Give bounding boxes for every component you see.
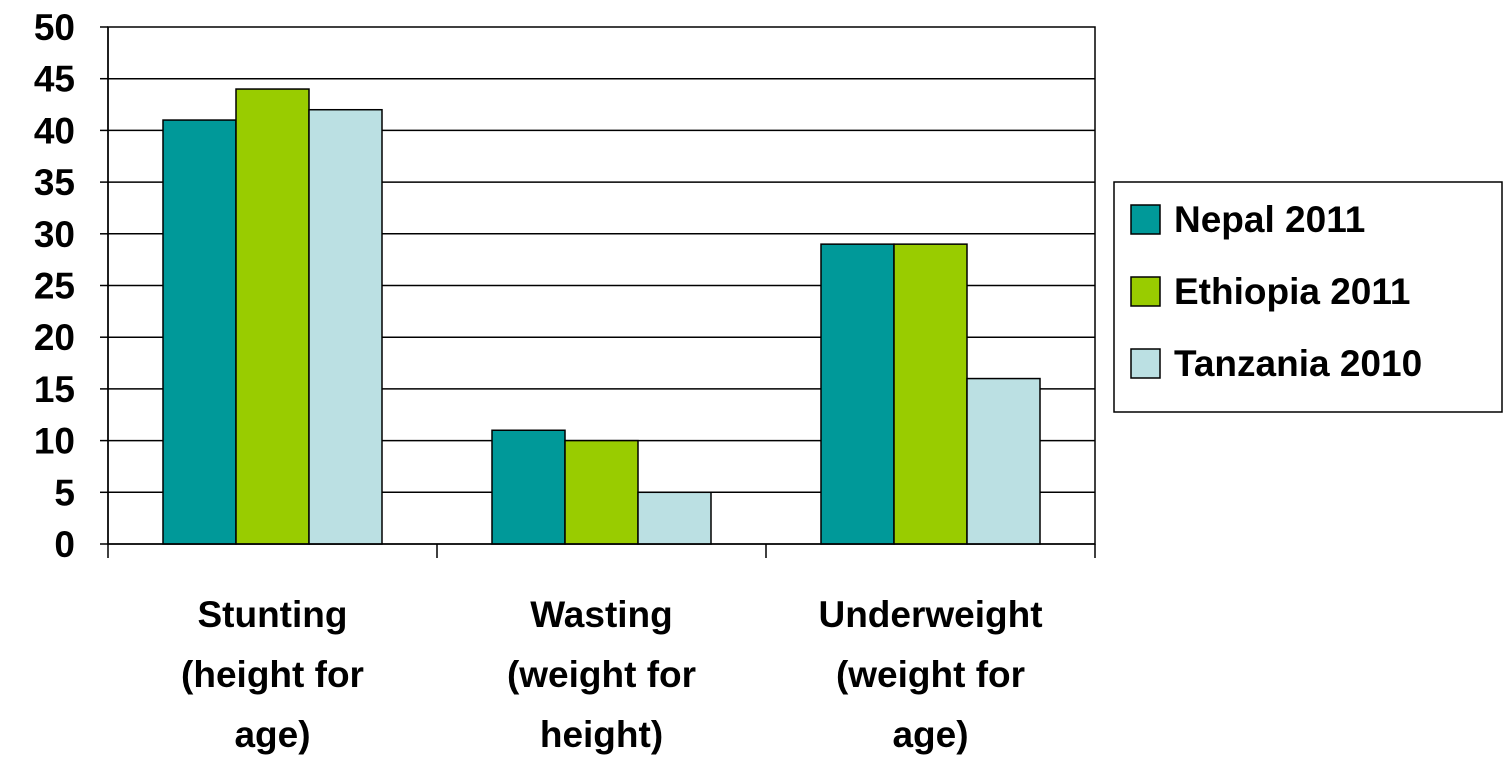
y-tick-label: 50 [34,7,75,48]
x-category-label: Stunting [197,594,347,635]
bar-tanzania-2010 [637,491,712,545]
x-category-label: age) [234,714,310,755]
bar-ethiopia-2011 [564,439,639,545]
legend: Nepal 2011 Ethiopia 2011 Tanzania 2010 [1113,181,1503,413]
y-tick-label: 30 [34,214,75,255]
bar-nepal-2011 [162,119,237,545]
axes [100,26,1096,558]
legend-swatch [1130,204,1161,235]
y-tick-label: 20 [34,317,75,358]
y-tick-label: 5 [54,472,75,513]
legend-swatch [1130,276,1161,307]
x-category-label: (weight for [836,654,1025,695]
x-category-label: Underweight [818,594,1042,635]
x-category-label: height) [540,714,663,755]
y-tick-label: 10 [34,421,75,462]
bars [162,88,1041,545]
legend-label: Tanzania 2010 [1174,343,1422,384]
y-tick-label: 15 [34,369,75,410]
x-category-label: Wasting [530,594,673,635]
y-tick-label: 25 [34,266,75,307]
y-tick-label: 0 [54,524,75,565]
legend-label: Nepal 2011 [1174,199,1365,240]
x-category-label: (height for [181,654,364,695]
x-category-labels: Stunting (height for age) Wasting (weight fo… [181,594,1042,755]
x-category-label: age) [892,714,968,755]
x-category-label: (weight for [507,654,696,695]
bar-tanzania-2010 [966,377,1041,545]
bar-ethiopia-2011 [235,88,310,545]
bar-ethiopia-2011 [893,243,968,545]
y-tick-labels: 0 5 10 15 20 25 30 35 40 45 50 [34,7,75,565]
y-tick-label: 45 [34,59,75,100]
legend-box [1113,181,1503,413]
legend-label: Ethiopia 2011 [1174,271,1411,312]
bar-tanzania-2010 [308,108,383,545]
bar-nepal-2011 [491,429,566,545]
y-tick-label: 40 [34,110,75,151]
bar-nepal-2011 [820,243,895,545]
y-tick-label: 35 [34,162,75,203]
legend-swatch [1130,348,1161,379]
